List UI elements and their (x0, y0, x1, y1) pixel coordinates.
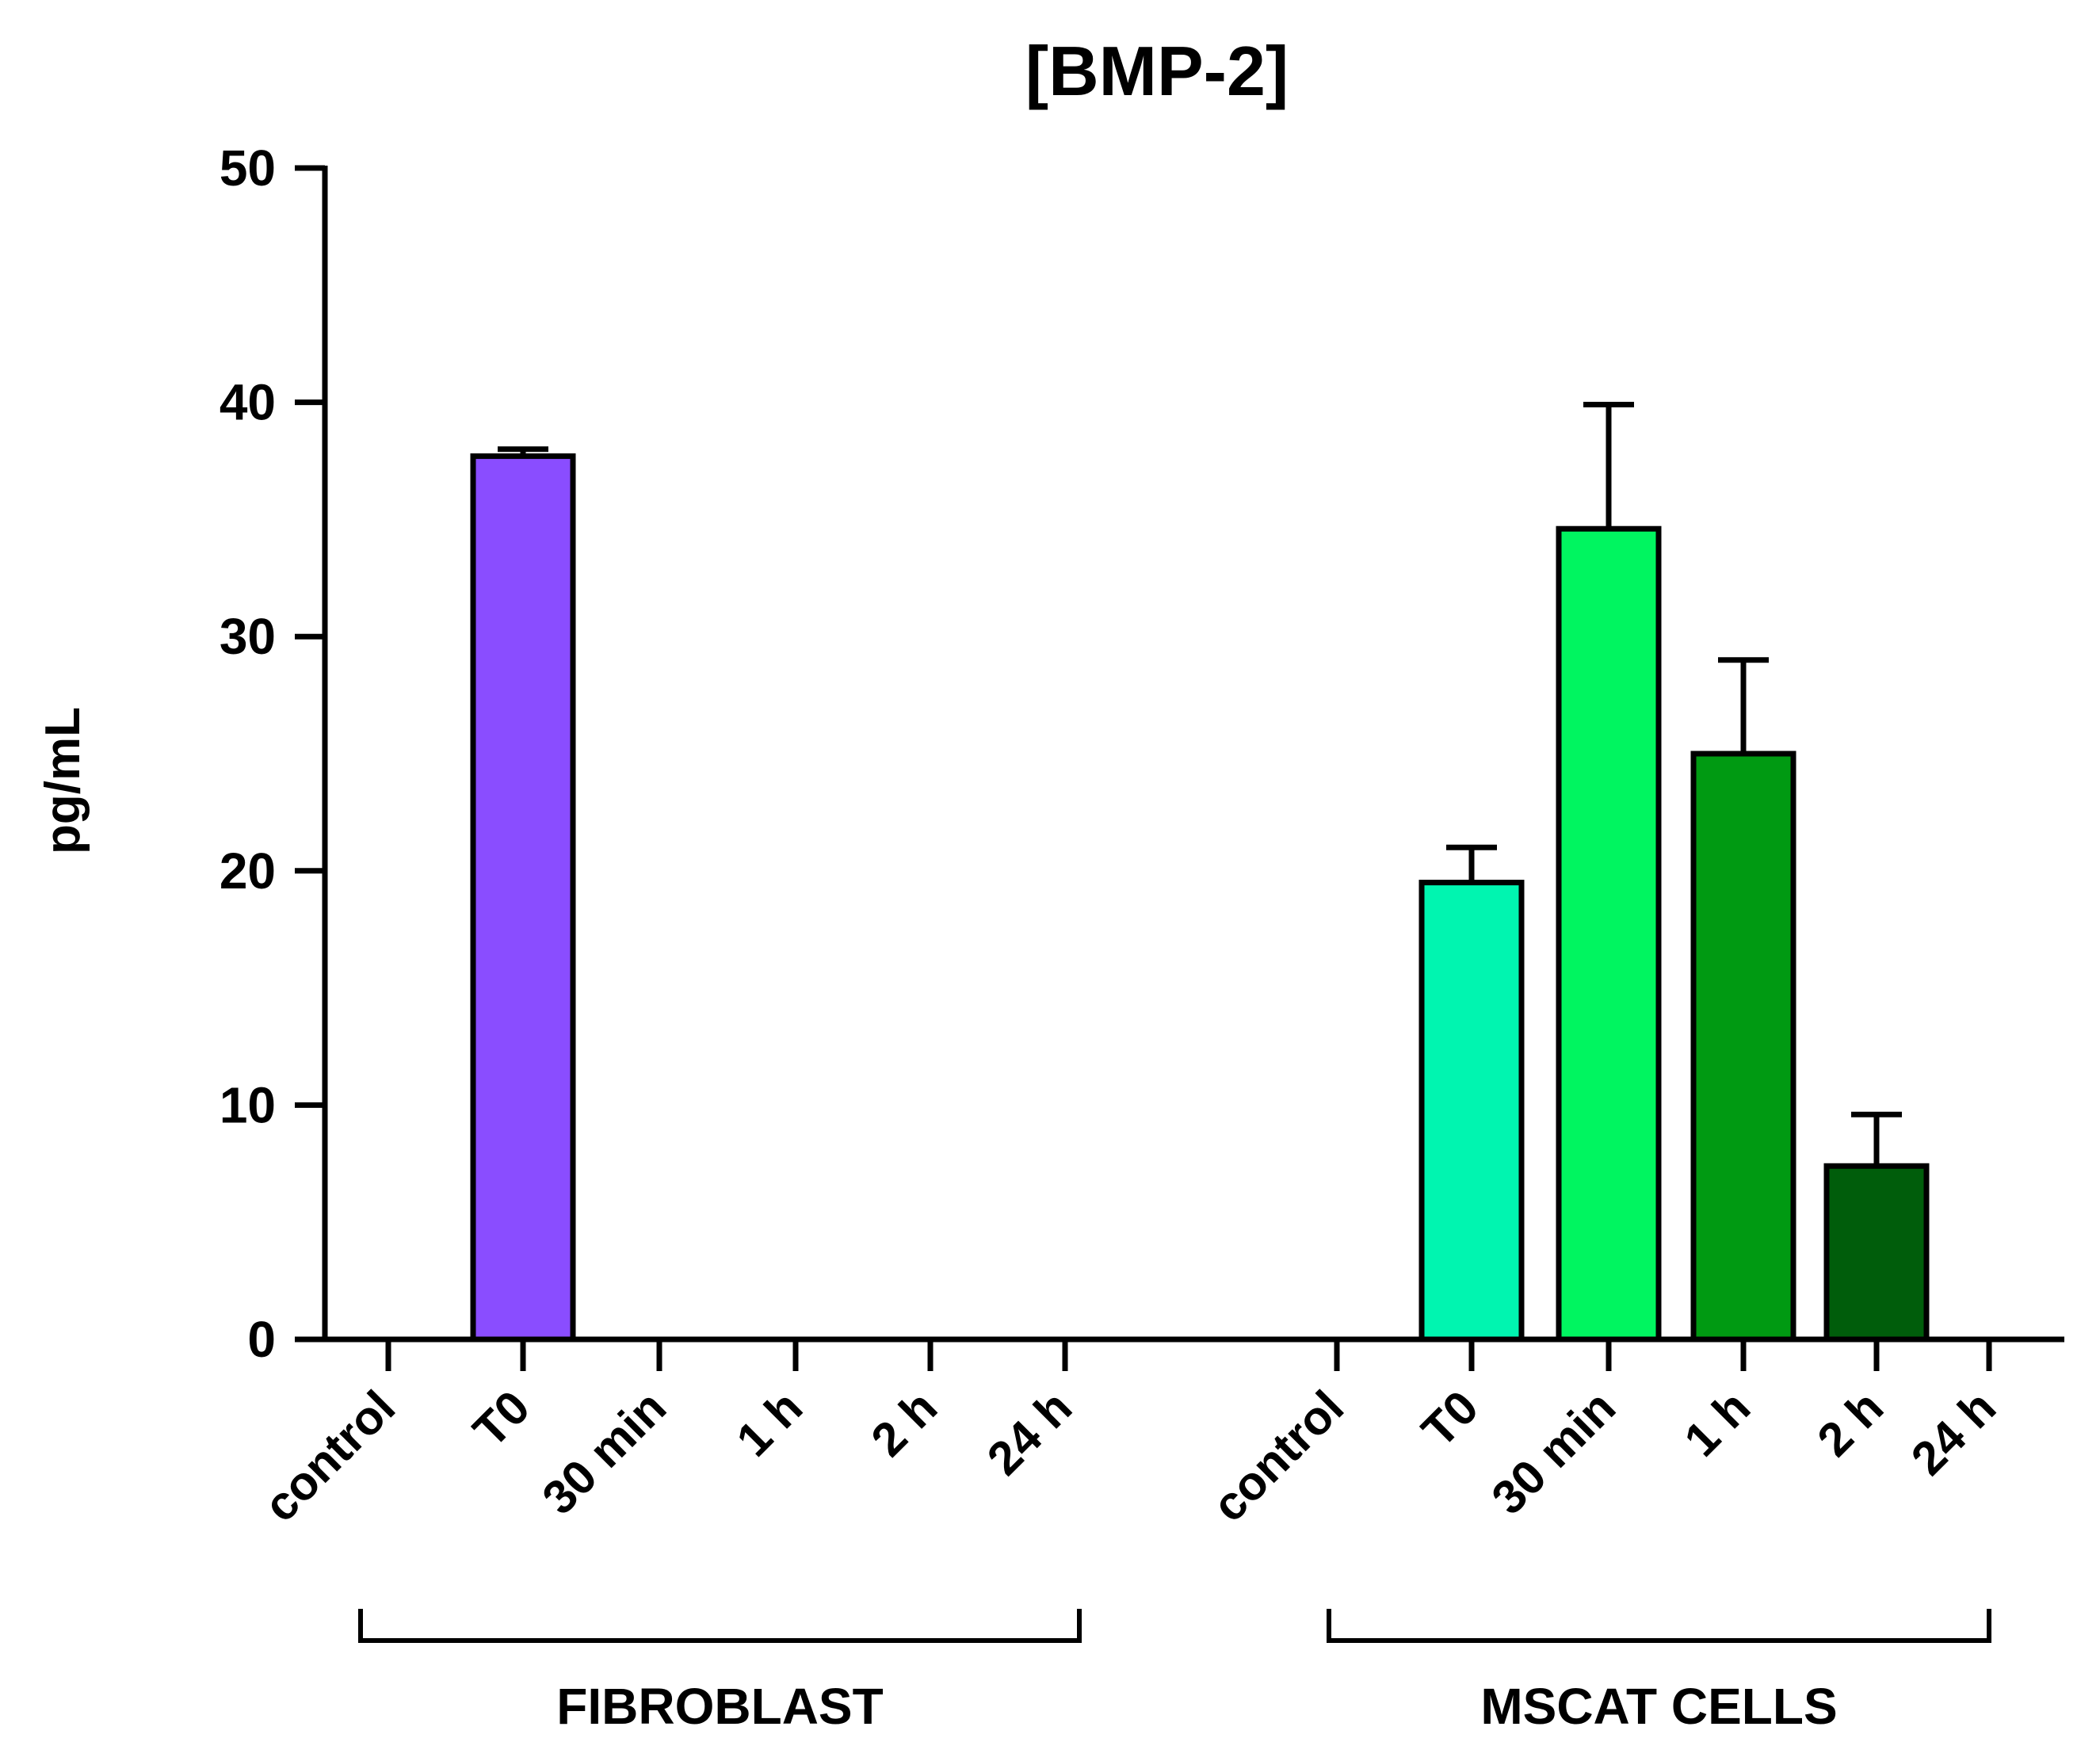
y-tick-label: 40 (220, 374, 276, 431)
x-category-label: 24 h (1901, 1381, 2006, 1485)
group-label: FIBROBLAST (556, 1678, 883, 1735)
x-category-label: 1 h (1674, 1381, 1761, 1467)
error-bars (498, 402, 1902, 1167)
bar (1418, 880, 1525, 1343)
bar (1823, 1163, 1930, 1343)
x-category-label: control (254, 1381, 405, 1532)
x-category-label: control (1202, 1381, 1354, 1532)
x-category-label: T0 (1411, 1381, 1488, 1457)
y-tick-label: 10 (220, 1076, 276, 1133)
bar (470, 453, 576, 1343)
chart-title: [BMP-2] (1025, 32, 1289, 110)
bar (1690, 751, 1796, 1343)
x-category-label: 2 h (1808, 1381, 1894, 1467)
bars (470, 453, 1930, 1343)
y-tick-label: 0 (247, 1311, 276, 1368)
x-category-label: 30 min (1481, 1381, 1625, 1525)
group-brackets: FIBROBLAST MSCAT CELLS (358, 1609, 1991, 1735)
y-tick-label: 30 (220, 608, 276, 665)
y-tick-label: 50 (220, 139, 276, 197)
x-category-label: 24 h (977, 1381, 1082, 1485)
y-axis-label: pg/mL (36, 707, 90, 854)
x-category-label: 30 min (532, 1381, 676, 1525)
x-category-label: 2 h (861, 1381, 948, 1467)
x-category-label: T0 (463, 1381, 540, 1457)
group-label: MSCAT CELLS (1480, 1678, 1837, 1735)
group-bracket (358, 1609, 1082, 1643)
x-category-label: 1 h (727, 1381, 813, 1467)
group-bracket (1327, 1609, 1991, 1643)
bar (1556, 525, 1662, 1343)
y-tick-label: 20 (220, 842, 276, 900)
